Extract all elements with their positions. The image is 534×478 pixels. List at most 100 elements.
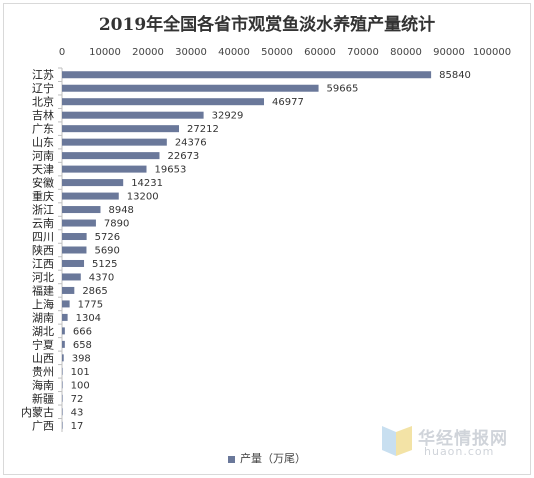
data-label: 59665 xyxy=(327,84,359,95)
bar xyxy=(62,340,65,348)
bar xyxy=(62,367,63,375)
bar xyxy=(62,165,147,173)
legend-swatch xyxy=(228,455,235,463)
category-label: 陕西 xyxy=(32,243,54,257)
bar xyxy=(62,381,63,389)
category-label: 湖北 xyxy=(32,325,54,338)
bar xyxy=(62,192,119,200)
data-label: 72 xyxy=(71,394,84,405)
data-label: 1775 xyxy=(78,299,103,310)
chart-frame xyxy=(3,3,531,475)
data-label: 666 xyxy=(73,326,92,337)
category-label: 江西 xyxy=(32,257,54,270)
data-label: 2865 xyxy=(82,286,107,297)
x-tick-label: 20000 xyxy=(132,47,164,58)
bar xyxy=(62,313,68,321)
category-label: 河南 xyxy=(32,150,54,163)
category-label: 山东 xyxy=(32,136,54,149)
data-label: 658 xyxy=(73,340,92,351)
data-label: 7890 xyxy=(104,219,129,230)
category-label: 新疆 xyxy=(32,391,54,405)
watermark: 华经情报网 huaon.com xyxy=(380,420,530,460)
x-tick-label: 50000 xyxy=(261,47,293,58)
bar xyxy=(62,138,167,146)
data-label: 5726 xyxy=(95,232,120,243)
category-label: 安徽 xyxy=(32,176,54,190)
category-label: 四川 xyxy=(32,231,54,244)
x-tick-label: 30000 xyxy=(175,47,207,58)
data-label: 398 xyxy=(72,353,91,364)
category-label: 湖南 xyxy=(32,311,54,324)
category-label: 广西 xyxy=(32,419,54,432)
bar xyxy=(62,421,63,429)
data-label: 8948 xyxy=(108,205,133,216)
category-label: 海南 xyxy=(32,378,54,392)
bar xyxy=(62,300,70,308)
bar xyxy=(62,408,63,416)
bar xyxy=(62,219,96,227)
category-label: 北京 xyxy=(32,95,54,109)
bar xyxy=(62,125,180,133)
data-label: 4370 xyxy=(89,272,114,283)
category-label: 宁夏 xyxy=(32,337,54,351)
x-tick-label: 70000 xyxy=(347,47,379,58)
category-label: 江苏 xyxy=(32,69,54,82)
bar xyxy=(62,233,87,241)
bar xyxy=(62,71,432,79)
bar xyxy=(62,259,85,267)
category-label: 山西 xyxy=(32,352,54,365)
x-tick-label: 60000 xyxy=(304,47,336,58)
data-label: 14231 xyxy=(131,178,163,189)
data-label: 5125 xyxy=(92,259,117,270)
data-label: 1304 xyxy=(76,313,101,324)
category-label: 浙江 xyxy=(32,204,54,217)
data-label: 46977 xyxy=(272,97,304,108)
watermark-en: huaon.com xyxy=(424,445,495,458)
category-label: 辽宁 xyxy=(32,81,54,95)
watermark-cn: 华经情报网 xyxy=(418,429,508,449)
category-label: 内蒙古 xyxy=(21,405,54,419)
data-label: 22673 xyxy=(167,151,199,162)
category-label: 云南 xyxy=(32,217,54,230)
data-label: 19653 xyxy=(155,165,187,176)
bar xyxy=(62,394,63,402)
data-label: 43 xyxy=(71,407,84,418)
data-label: 27212 xyxy=(187,124,219,135)
category-label: 天津 xyxy=(32,163,54,176)
category-label: 福建 xyxy=(32,283,54,297)
category-label: 吉林 xyxy=(32,108,54,122)
bar xyxy=(62,286,75,294)
bar xyxy=(62,179,124,187)
bar xyxy=(62,246,87,254)
data-label: 13200 xyxy=(127,192,159,203)
chart-title: 2019年全国各省市观赏鱼淡水养殖产量统计 xyxy=(98,15,436,35)
data-label: 100 xyxy=(71,380,90,391)
category-label: 广东 xyxy=(32,123,54,136)
data-label: 24376 xyxy=(175,138,207,149)
data-label: 17 xyxy=(71,421,84,432)
category-label: 河北 xyxy=(32,271,54,284)
chart-legend: 产量（万尾） xyxy=(0,450,534,466)
bar xyxy=(62,354,64,362)
data-label: 32929 xyxy=(212,111,244,122)
category-label: 重庆 xyxy=(32,189,54,203)
bar xyxy=(62,327,65,335)
bar xyxy=(62,84,319,92)
x-tick-label: 90000 xyxy=(433,47,465,58)
bar xyxy=(62,273,81,281)
bar xyxy=(62,152,160,160)
data-label: 5690 xyxy=(94,246,119,257)
x-tick-label: 40000 xyxy=(218,47,250,58)
bar xyxy=(62,111,204,119)
x-tick-label: 80000 xyxy=(390,47,422,58)
watermark-logo-icon xyxy=(382,426,412,456)
data-label: 101 xyxy=(71,367,90,378)
bar xyxy=(62,206,101,214)
category-label: 贵州 xyxy=(32,365,54,378)
bar xyxy=(62,98,265,106)
legend-label: 产量（万尾） xyxy=(240,452,306,465)
data-label: 85840 xyxy=(439,70,471,81)
x-tick-label: 100000 xyxy=(473,47,511,58)
x-tick-label: 10000 xyxy=(89,47,121,58)
